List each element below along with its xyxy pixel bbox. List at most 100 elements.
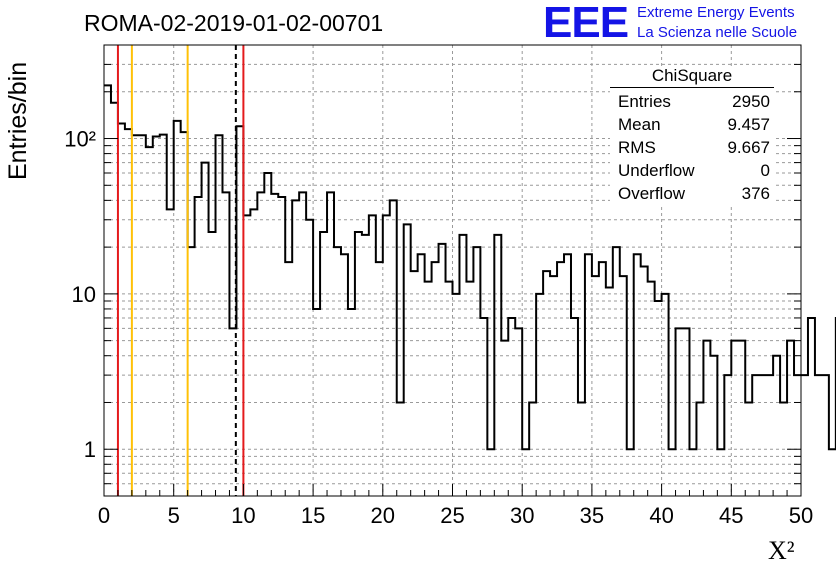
histogram-bin (676, 328, 683, 496)
histogram-bin (822, 375, 829, 496)
histogram-bin (418, 254, 425, 496)
tick-labels: 0 5 10 15 20 25 30 35 40 45 50 1 10 10² (64, 127, 813, 528)
histogram-bin (738, 341, 745, 496)
histogram-bin (578, 402, 585, 496)
stat-label: Underflow (618, 161, 695, 180)
chart-title: ROMA-02-2019-01-02-00701 (84, 10, 384, 36)
histogram-bin (222, 192, 229, 496)
histogram-bin (473, 247, 480, 496)
y-axis-label: Entries/bin (4, 61, 32, 180)
x-tick-label: 50 (789, 503, 813, 528)
histogram-bin (369, 215, 376, 496)
histogram-bin (104, 85, 111, 496)
histogram-bin (181, 132, 188, 496)
histogram-bin (689, 449, 696, 496)
histogram-bin (724, 375, 731, 496)
histogram-bin (299, 192, 306, 496)
stats-row-mean: Mean 9.457 (610, 113, 774, 136)
histogram-bin (146, 147, 153, 496)
y-tick-label: 10 (72, 282, 96, 307)
histogram-bin (794, 375, 801, 496)
histogram-bin (683, 328, 690, 496)
histogram-bin (766, 375, 773, 496)
histogram-bin (829, 449, 836, 496)
histogram-bin (209, 232, 216, 496)
histogram-bin (780, 402, 787, 496)
x-tick-label: 30 (510, 503, 534, 528)
histogram-bin (334, 247, 341, 496)
histogram-bin (487, 449, 494, 496)
histogram-bin (459, 235, 466, 496)
histogram-bin (376, 262, 383, 496)
histogram-bin (599, 262, 606, 496)
histogram-bin (620, 276, 627, 496)
stats-row-entries: Entries 2950 (610, 90, 774, 113)
eee-logo: EEE (543, 0, 629, 47)
histogram-bin (425, 282, 432, 496)
histogram-bin (432, 262, 439, 496)
histogram-bin (341, 254, 348, 496)
histogram-bin (585, 254, 592, 496)
histogram-bin (536, 294, 543, 496)
stats-box: ChiSquare Entries 2950 Mean 9.457 RMS 9.… (610, 66, 774, 205)
histogram-bin (439, 244, 446, 496)
histogram-bin (759, 375, 766, 496)
histogram-bin (522, 449, 529, 496)
histogram-bin (648, 282, 655, 496)
stat-value: 9.457 (727, 115, 770, 134)
histogram-bin (543, 271, 550, 496)
histogram-bin (571, 318, 578, 496)
stat-value: 2950 (732, 92, 770, 111)
histogram-bin (202, 163, 209, 496)
histogram-bin (118, 123, 125, 496)
histogram-bin (529, 402, 536, 496)
histogram-bin (773, 356, 780, 496)
histogram-bin (508, 318, 515, 496)
stat-label: Entries (618, 92, 671, 111)
histogram-bin (564, 254, 571, 496)
histogram-bin (348, 309, 355, 496)
histogram-bin (731, 341, 738, 496)
histogram-bin (160, 135, 167, 496)
histogram-bin (745, 402, 752, 496)
stat-value: 376 (741, 184, 770, 203)
histogram-bin (216, 135, 223, 496)
stat-label: Overflow (618, 184, 686, 203)
histogram-bin (383, 215, 390, 496)
histogram-bin (236, 126, 243, 496)
histogram-bin (550, 276, 557, 496)
histogram-bin (669, 449, 676, 496)
histogram-bin (703, 341, 710, 496)
histogram-bin (752, 375, 759, 496)
histogram-bin (501, 341, 508, 496)
histogram-bin (480, 318, 487, 496)
histogram-bin (397, 402, 404, 496)
histogram-bin (313, 309, 320, 496)
x-tick-label: 45 (719, 503, 743, 528)
axis-ticks (103, 44, 802, 497)
x-tick-label: 10 (231, 503, 255, 528)
histogram-bin (139, 135, 146, 496)
histogram-bin (306, 220, 313, 496)
histogram-bin (264, 173, 271, 496)
histogram-bin (278, 197, 285, 496)
x-tick-label: 35 (580, 503, 604, 528)
histogram-bin (285, 262, 292, 496)
stats-row-underflow: Underflow 0 (610, 159, 774, 182)
histogram-bin (111, 103, 118, 496)
histogram-bin (153, 137, 160, 496)
histogram-bin (613, 247, 620, 496)
logo-line2: La Scienza nelle Scuole (637, 24, 798, 41)
histogram-bin (655, 301, 662, 496)
histogram-bin (174, 121, 181, 496)
histogram-bin (292, 200, 299, 496)
stats-title: ChiSquare (610, 66, 774, 88)
histogram-bin (592, 276, 599, 496)
marker-lines (116, 45, 245, 496)
histogram-bin (494, 235, 501, 496)
histogram-bin (557, 262, 564, 496)
histogram-bin (801, 375, 808, 496)
histogram-bin (446, 282, 453, 496)
histogram-bin (717, 449, 724, 496)
histogram-bin (404, 224, 411, 496)
